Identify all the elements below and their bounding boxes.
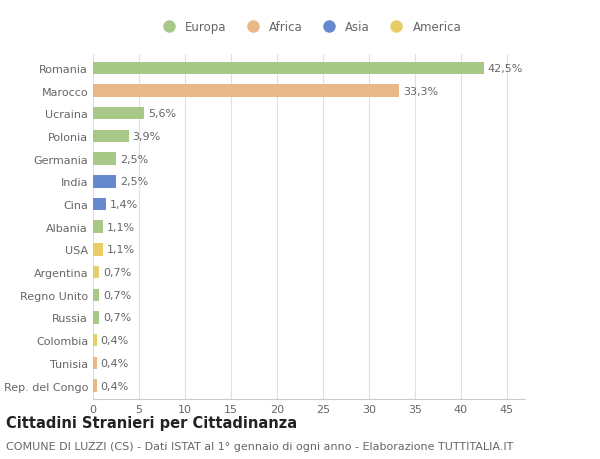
Bar — [93, 334, 97, 347]
Bar — [93, 312, 100, 324]
Bar — [93, 130, 129, 143]
Bar — [93, 244, 103, 256]
Bar — [93, 85, 399, 98]
Text: 2,5%: 2,5% — [119, 177, 148, 187]
Text: Cittadini Stranieri per Cittadinanza: Cittadini Stranieri per Cittadinanza — [6, 415, 297, 431]
Text: 0,4%: 0,4% — [100, 336, 128, 346]
Text: 0,4%: 0,4% — [100, 358, 128, 368]
Bar — [93, 289, 100, 302]
Text: 1,1%: 1,1% — [107, 222, 135, 232]
Text: 2,5%: 2,5% — [119, 154, 148, 164]
Text: 0,7%: 0,7% — [103, 290, 131, 300]
Bar — [93, 153, 116, 166]
Text: 5,6%: 5,6% — [148, 109, 176, 119]
Text: COMUNE DI LUZZI (CS) - Dati ISTAT al 1° gennaio di ogni anno - Elaborazione TUTT: COMUNE DI LUZZI (CS) - Dati ISTAT al 1° … — [6, 441, 514, 451]
Bar — [93, 176, 116, 188]
Text: 42,5%: 42,5% — [487, 64, 523, 73]
Bar — [93, 357, 97, 369]
Bar — [93, 62, 484, 75]
Bar — [93, 380, 97, 392]
Bar — [93, 266, 100, 279]
Bar — [93, 108, 145, 120]
Text: 0,7%: 0,7% — [103, 268, 131, 278]
Legend: Europa, Africa, Asia, America: Europa, Africa, Asia, America — [157, 22, 461, 34]
Bar — [93, 221, 103, 234]
Text: 0,7%: 0,7% — [103, 313, 131, 323]
Text: 1,4%: 1,4% — [110, 200, 138, 210]
Text: 33,3%: 33,3% — [403, 86, 438, 96]
Text: 0,4%: 0,4% — [100, 381, 128, 391]
Text: 1,1%: 1,1% — [107, 245, 135, 255]
Text: 3,9%: 3,9% — [133, 132, 161, 142]
Bar — [93, 198, 106, 211]
